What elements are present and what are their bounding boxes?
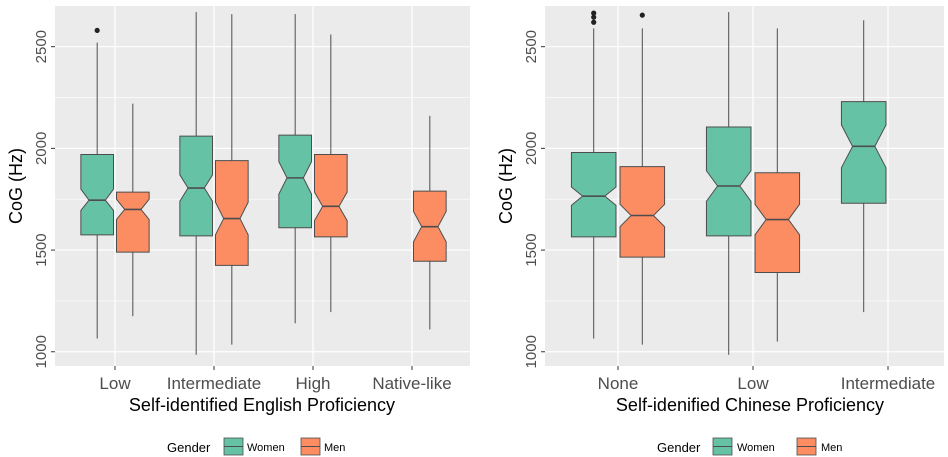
box-body [313, 153, 348, 238]
plot-panel [55, 6, 470, 366]
chinese-proficiency-chart: 1000 1500 2000 2500 None Low Intermediate Self-… [496, 6, 944, 415]
x-tick-label: Intermediate [841, 374, 936, 393]
women-box-low [705, 12, 752, 355]
women-box-intermediate [840, 20, 887, 313]
legend-label-men: Men [821, 442, 842, 454]
box-body [705, 126, 752, 237]
legend-label-women: Women [247, 442, 285, 454]
x-tick-label: Low [737, 374, 769, 393]
legend-title: Gender [167, 440, 211, 455]
box-body [570, 151, 617, 238]
box-body [179, 135, 214, 237]
y-tick-label: 2000 [33, 132, 50, 165]
y-tick-label: 2000 [523, 132, 540, 165]
y-axis-title: CoG (Hz) [496, 148, 516, 224]
outlier-point [639, 12, 645, 18]
legend-left: Gender Women Men [167, 437, 345, 456]
women-box-low [80, 27, 115, 339]
box-body [754, 172, 801, 273]
legend-title: Gender [657, 440, 701, 455]
box-body [80, 153, 115, 236]
outlier-point [94, 27, 100, 34]
x-axis-title: Self-identified English Proficiency [129, 395, 395, 415]
box-body [840, 101, 887, 204]
y-tick-label: 1000 [523, 335, 540, 368]
box-body [619, 166, 666, 258]
x-tick-label: Intermediate [167, 374, 262, 393]
women-box-high [278, 14, 313, 324]
y-axis-title: CoG (Hz) [6, 148, 26, 224]
y-tick-label: 1500 [33, 233, 50, 266]
y-tick-label: 1000 [33, 335, 50, 368]
english-proficiency-chart: 1000 1500 2000 2500 Low Intermediate High Nativ… [6, 6, 470, 415]
outlier-point [591, 10, 597, 16]
men-box-none [619, 12, 666, 345]
men-box-high [313, 34, 348, 313]
y-tick-label: 2500 [523, 30, 540, 63]
men-box-intermediate [214, 14, 249, 345]
outlier-point [591, 19, 597, 25]
x-tick-label: None [598, 374, 639, 393]
x-axis-title: Self-idenified Chinese Proficiency [616, 395, 884, 415]
x-tick-label: Native-like [372, 374, 451, 393]
box-body [115, 191, 150, 253]
women-box-none [570, 10, 617, 339]
y-tick-label: 1500 [523, 233, 540, 266]
men-box-native-like [412, 115, 447, 330]
legend-label-men: Men [324, 442, 345, 454]
x-tick-label: Low [99, 374, 131, 393]
x-tick-label: High [296, 374, 331, 393]
women-box-intermediate [179, 12, 214, 355]
box-body [278, 134, 313, 229]
y-tick-label: 2500 [33, 30, 50, 63]
men-box-low [754, 28, 801, 342]
men-box-low [115, 103, 150, 317]
legend-right: Gender Women Men [657, 437, 842, 456]
box-body [214, 160, 249, 266]
outlier-point [591, 14, 597, 20]
legend-label-women: Women [737, 442, 775, 454]
